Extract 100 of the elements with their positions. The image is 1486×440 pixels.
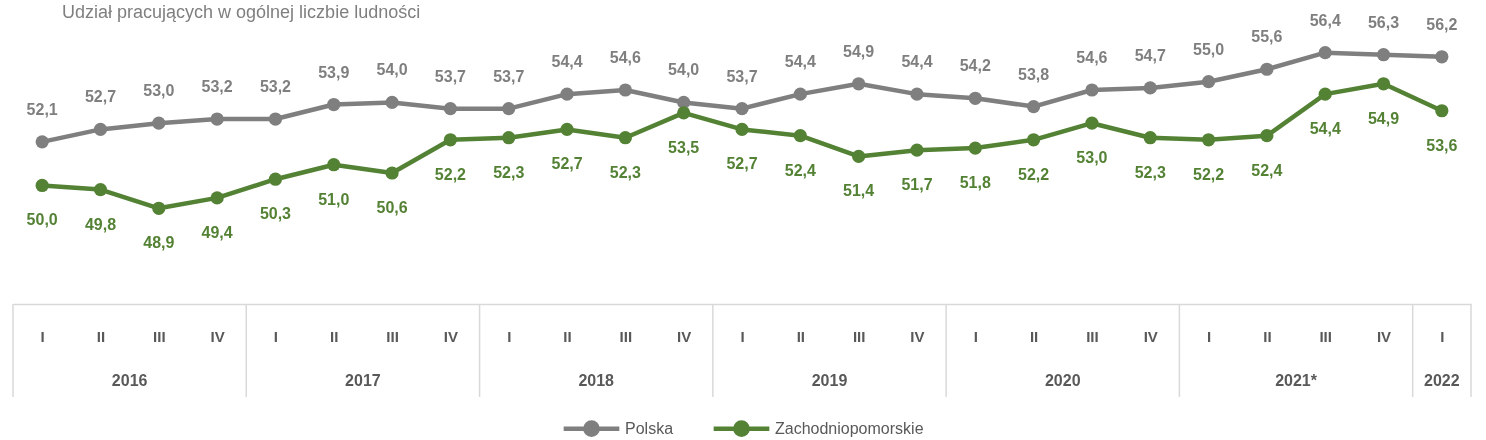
x-tick-label: II [1029, 327, 1039, 345]
x-tick-label: III [153, 327, 166, 345]
data-label: 56,3 [1367, 13, 1400, 31]
data-label: 52,7 [551, 155, 583, 173]
point [1260, 129, 1274, 143]
point [1026, 99, 1041, 114]
x-tick-label: III [1086, 327, 1099, 345]
data-label: 54,4 [784, 53, 816, 71]
point [1318, 46, 1332, 60]
data-label: 54,2 [959, 57, 991, 75]
data-label: 54,4 [551, 53, 583, 71]
data-label: 53,7 [434, 67, 467, 85]
data-label: 54,6 [1076, 48, 1108, 66]
data-label: 54,9 [1367, 109, 1400, 127]
data-label: 53,5 [668, 138, 700, 156]
point [1376, 77, 1391, 91]
data-label: 54,6 [609, 48, 642, 66]
x-tick-label: II [96, 327, 106, 345]
point [793, 129, 807, 143]
x-tick-label: IV [1376, 327, 1392, 345]
x-tick-label: I [973, 327, 978, 345]
data-label: 54,0 [668, 61, 700, 79]
point [152, 116, 166, 130]
data-label: 51,0 [318, 190, 350, 208]
text: 2018 [578, 372, 615, 389]
x-tick-label: II [330, 327, 339, 345]
text: 2020 [1044, 372, 1081, 389]
data-label: 51,7 [901, 176, 933, 194]
x-tick-label: III [386, 327, 399, 345]
data-label: 52,7 [726, 155, 758, 173]
point [210, 191, 224, 205]
point [1201, 75, 1216, 89]
data-label: 52,3 [1134, 163, 1166, 181]
point [1085, 116, 1099, 130]
point [502, 102, 516, 116]
data-label: 50,3 [259, 205, 292, 223]
point [385, 95, 399, 110]
data-label: 52,3 [493, 163, 525, 181]
data-label: 53,0 [143, 82, 175, 100]
data-label: 54,0 [376, 61, 408, 79]
point [560, 122, 574, 137]
x-tick-label: I [507, 327, 512, 345]
data-label: 53,8 [1018, 65, 1050, 83]
x-tick-label: I [273, 327, 279, 345]
x-tick-label: I [1440, 327, 1445, 345]
data-label: 52,4 [784, 161, 816, 179]
point [1318, 87, 1332, 101]
x-tick-label: I [740, 327, 745, 345]
point [93, 183, 108, 197]
point [1143, 131, 1157, 145]
point [1026, 133, 1041, 147]
data-label: 52,3 [609, 163, 642, 181]
data-label: 49,4 [201, 223, 233, 241]
point [385, 166, 399, 180]
point [968, 141, 982, 155]
data-label: 54,7 [1134, 46, 1166, 64]
data-label: 53,7 [493, 67, 525, 85]
data-label: 50,0 [26, 211, 58, 229]
x-tick-label: II [563, 327, 572, 345]
point [1143, 81, 1157, 95]
point [618, 131, 632, 145]
point [910, 143, 924, 157]
point [268, 172, 283, 186]
x-tick-label: IV [677, 327, 692, 345]
point [268, 112, 283, 126]
x-tick-label: IV [210, 327, 225, 345]
text: 2022 [1424, 372, 1460, 389]
data-label: 52,2 [1192, 165, 1225, 183]
x-tick-label: IV [1143, 327, 1158, 345]
point [210, 112, 224, 126]
x-tick-label: IV [443, 327, 458, 345]
data-label: 53,9 [318, 63, 350, 81]
x-tick-label: I [1206, 327, 1212, 345]
data-label: 54,4 [1309, 120, 1341, 138]
x-tick-label: III [852, 327, 866, 345]
point [1201, 133, 1216, 147]
x-tick-label: II [1263, 327, 1272, 345]
data-label: 51,4 [843, 182, 875, 200]
text: 2017 [345, 372, 381, 389]
data-label: 52,1 [26, 100, 58, 118]
point [327, 97, 341, 112]
point [793, 87, 807, 101]
x-tick-label: III [619, 327, 633, 345]
text: 2016 [111, 372, 148, 389]
point [35, 135, 49, 149]
legend-label: Zachodniopomorskie [775, 419, 924, 437]
data-label: 51,8 [959, 174, 991, 192]
data-label: 54,4 [901, 53, 933, 71]
point [852, 77, 866, 91]
point [968, 91, 982, 105]
point [327, 158, 341, 172]
point [618, 83, 632, 97]
text: 2019 [811, 372, 848, 389]
data-label: 54,9 [843, 42, 875, 60]
data-label: 55,0 [1192, 40, 1225, 58]
data-label: 52,4 [1251, 161, 1283, 179]
point [735, 122, 749, 137]
data-label: 56,2 [1426, 15, 1458, 33]
x-tick-label: IV [910, 327, 925, 345]
point [852, 149, 866, 163]
